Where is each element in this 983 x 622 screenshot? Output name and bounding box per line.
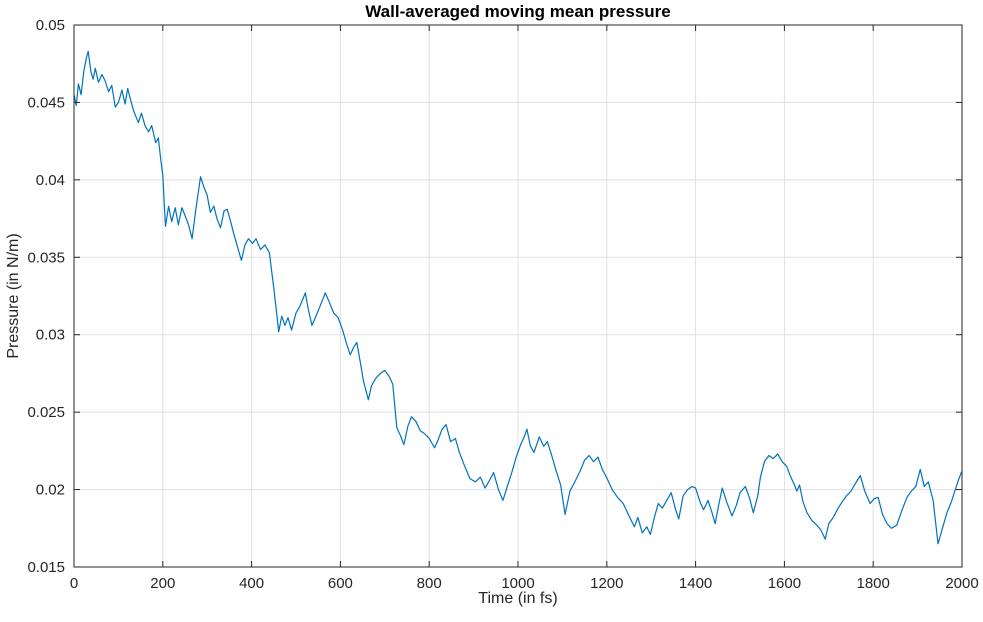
y-tick-label: 0.025 (27, 404, 65, 421)
x-tick-label: 1000 (501, 575, 534, 592)
x-tick-label: 600 (328, 575, 353, 592)
x-tick-label: 1800 (857, 575, 890, 592)
x-tick-label: 1600 (768, 575, 801, 592)
y-tick-label: 0.03 (36, 327, 65, 344)
y-tick-label: 0.015 (27, 559, 65, 576)
y-tick-label: 0.04 (36, 172, 65, 189)
x-tick-label: 2000 (945, 575, 978, 592)
x-axis-label: Time (in fs) (478, 590, 558, 607)
y-axis-label: Pressure (in N/m) (5, 233, 22, 359)
x-tick-label: 400 (239, 575, 264, 592)
pressure-line (73, 50, 963, 545)
chart-title: Wall-averaged moving mean pressure (365, 2, 671, 21)
x-tick-label: 1200 (590, 575, 623, 592)
x-tick-label: 0 (70, 575, 78, 592)
y-tick-label: 0.035 (27, 249, 65, 266)
y-tick-label: 0.045 (27, 94, 65, 111)
x-tick-label: 200 (150, 575, 175, 592)
y-tick-label: 0.05 (36, 17, 65, 34)
y-tick-label: 0.02 (36, 482, 65, 499)
x-tick-label: 1400 (679, 575, 712, 592)
x-tick-label: 800 (417, 575, 442, 592)
